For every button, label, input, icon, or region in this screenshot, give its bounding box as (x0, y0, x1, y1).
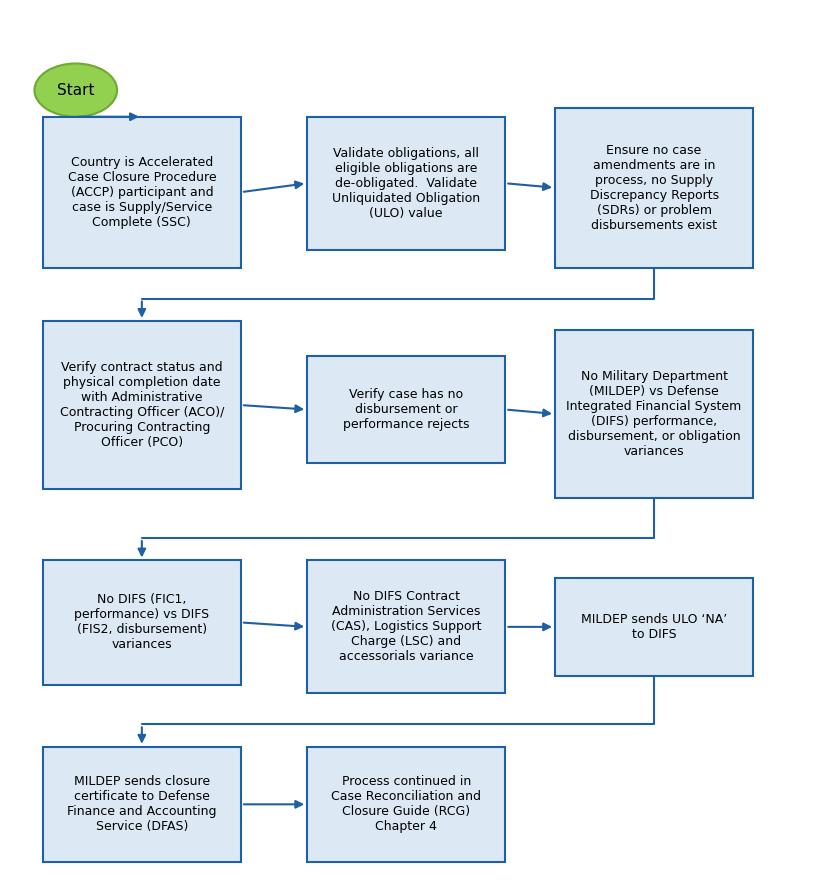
Text: MILDEP sends closure
certificate to Defense
Finance and Accounting
Service (DFAS: MILDEP sends closure certificate to Defe… (67, 775, 216, 833)
FancyBboxPatch shape (306, 561, 505, 693)
Text: Country is Accelerated
Case Closure Procedure
(ACCP) participant and
case is Sup: Country is Accelerated Case Closure Proc… (67, 156, 216, 229)
Text: Verify case has no
disbursement or
performance rejects: Verify case has no disbursement or perfo… (343, 388, 469, 431)
FancyBboxPatch shape (43, 320, 241, 490)
FancyBboxPatch shape (306, 747, 505, 862)
FancyBboxPatch shape (554, 108, 753, 268)
FancyBboxPatch shape (43, 561, 241, 684)
Text: No Military Department
(MILDEP) vs Defense
Integrated Financial System
(DIFS) pe: No Military Department (MILDEP) vs Defen… (566, 370, 741, 458)
Text: No DIFS Contract
Administration Services
(CAS), Logistics Support
Charge (LSC) a: No DIFS Contract Administration Services… (330, 590, 481, 663)
Text: Start: Start (57, 83, 94, 98)
FancyBboxPatch shape (554, 578, 753, 676)
FancyBboxPatch shape (43, 747, 241, 862)
Text: Ensure no case
amendments are in
process, no Supply
Discrepancy Reports
(SDRs) o: Ensure no case amendments are in process… (589, 143, 718, 231)
Ellipse shape (35, 63, 117, 117)
Text: Verify contract status and
physical completion date
with Administrative
Contract: Verify contract status and physical comp… (60, 361, 224, 449)
FancyBboxPatch shape (306, 356, 505, 463)
Text: No DIFS (FIC1,
performance) vs DIFS
(FIS2, disbursement)
variances: No DIFS (FIC1, performance) vs DIFS (FIS… (75, 594, 209, 651)
Text: Process continued in
Case Reconciliation and
Closure Guide (RCG)
Chapter 4: Process continued in Case Reconciliation… (331, 775, 481, 833)
Text: MILDEP sends ULO ‘NA’
to DIFS: MILDEP sends ULO ‘NA’ to DIFS (580, 613, 726, 641)
FancyBboxPatch shape (43, 117, 241, 268)
FancyBboxPatch shape (306, 117, 505, 250)
FancyBboxPatch shape (554, 329, 753, 498)
Text: Validate obligations, all
eligible obligations are
de-obligated.  Validate
Unliq: Validate obligations, all eligible oblig… (332, 147, 479, 220)
